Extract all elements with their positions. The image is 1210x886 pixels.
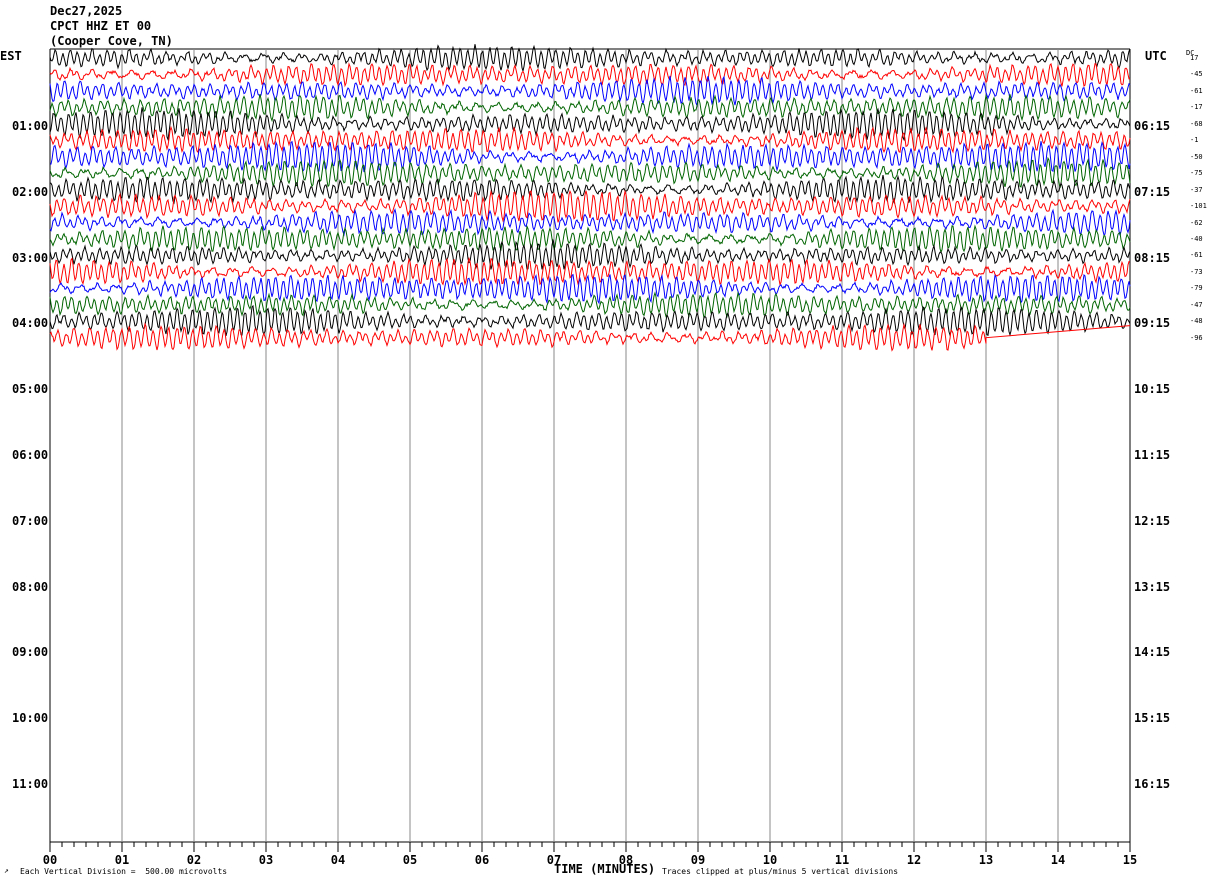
utc-hour-label: 10:15 [1134, 382, 1171, 397]
x-axis-title: TIME (MINUTES) [554, 862, 656, 876]
dc-offset-value: 17 [1190, 54, 1199, 62]
dc-offset-value: -47 [1190, 300, 1203, 309]
date-label: Dec27,2025 [50, 4, 123, 18]
dc-offset-value: -45 [1190, 70, 1203, 79]
x-tick-label: 02 [187, 853, 201, 867]
utc-hour-label: 07:15 [1134, 184, 1171, 199]
scale-icon: ↗ [4, 866, 9, 875]
est-hour-label: 09:00 [12, 645, 49, 660]
seismic-trace [49, 44, 1131, 73]
dc-offset-value: -79 [1190, 284, 1203, 293]
dc-offset-value: -96 [1190, 333, 1203, 342]
est-hour-label: 03:00 [12, 250, 49, 265]
est-hour-label: 06:00 [12, 448, 49, 462]
seismic-trace [49, 125, 1131, 154]
dc-offset-value: -75 [1190, 169, 1203, 178]
x-tick-label: 15 [1123, 853, 1137, 867]
est-hour-label: 07:00 [12, 513, 49, 528]
dc-offset-value: -61 [1190, 251, 1203, 260]
utc-hour-label: 09:15 [1134, 316, 1171, 331]
dc-offset-value: -50 [1190, 152, 1203, 161]
est-hour-label: 11:00 [12, 777, 49, 791]
utc-hour-label: 08:15 [1134, 250, 1171, 265]
utc-hour-label: 15:15 [1134, 711, 1171, 726]
est-zone-label: EST [0, 49, 22, 63]
dc-offset-value: -1 [1190, 136, 1199, 145]
utc-hour-label: 14:15 [1134, 645, 1171, 660]
utc-hour-label: 06:15 [1134, 119, 1171, 133]
x-tick-label: 08 [619, 853, 633, 867]
est-hour-label: 01:00 [12, 119, 49, 133]
dc-offset-value: -62 [1190, 218, 1203, 227]
seismic-trace [49, 156, 1131, 189]
seismic-trace [49, 238, 1131, 270]
seismic-trace [49, 273, 1131, 305]
seismic-trace [49, 75, 1131, 108]
dc-offset-value: -48 [1190, 317, 1203, 326]
dc-offset-value: -101 [1190, 202, 1207, 211]
dc-offset-value: -37 [1190, 185, 1203, 194]
est-hour-label: 04:00 [12, 316, 49, 331]
x-tick-label: 01 [115, 853, 129, 867]
dc-offset-value: -40 [1190, 234, 1203, 243]
est-hour-label: 10:00 [12, 711, 49, 726]
seismic-trace [49, 189, 1131, 223]
x-tick-label: 09 [691, 853, 705, 867]
dc-offset-value: -73 [1190, 267, 1203, 276]
x-tick-label: 00 [43, 853, 57, 867]
x-tick-label: 14 [1051, 853, 1065, 867]
est-hour-label: 02:00 [12, 184, 49, 199]
seismic-trace [49, 140, 1131, 173]
station-label: CPCT HHZ ET 00 [50, 19, 152, 33]
seismic-trace [49, 93, 1131, 123]
est-hour-label: 05:00 [12, 382, 49, 397]
x-tick-label: 03 [259, 853, 273, 867]
seismic-trace [49, 174, 1131, 205]
x-tick-label: 12 [907, 853, 921, 867]
seismic-trace [49, 208, 1131, 237]
seismic-trace [49, 291, 1131, 320]
seismic-trace [49, 322, 1131, 352]
x-tick-label: 11 [835, 853, 849, 867]
utc-hour-label: 16:15 [1134, 777, 1171, 791]
x-tick-label: 05 [403, 853, 417, 867]
seismic-trace [49, 107, 1131, 142]
est-hour-label: 08:00 [12, 579, 49, 594]
utc-hour-label: 11:15 [1134, 448, 1171, 462]
x-tick-label: 13 [979, 853, 993, 867]
seismic-trace [49, 224, 1131, 254]
dc-offset-value: -61 [1190, 86, 1203, 95]
utc-zone-label: UTC [1145, 49, 1167, 63]
utc-hour-label: 13:15 [1134, 579, 1171, 594]
utc-hour-label: 12:15 [1134, 513, 1171, 528]
dc-header-label: DC [1186, 49, 1195, 57]
division-note: Each Vertical Division = 500.00 microvol… [20, 867, 228, 876]
clip-note: Traces clipped at plus/minus 5 vertical … [662, 867, 899, 876]
dc-offset-value: -17 [1190, 103, 1203, 112]
seismic-trace [49, 256, 1131, 287]
seismic-trace [49, 62, 1131, 88]
x-tick-label: 06 [475, 853, 489, 867]
location-label: (Cooper Cove, TN) [50, 34, 173, 48]
x-tick-label: 04 [331, 853, 345, 867]
dc-offset-value: -68 [1190, 119, 1203, 128]
x-tick-label: 10 [763, 853, 777, 867]
x-tick-label: 07 [547, 853, 561, 867]
